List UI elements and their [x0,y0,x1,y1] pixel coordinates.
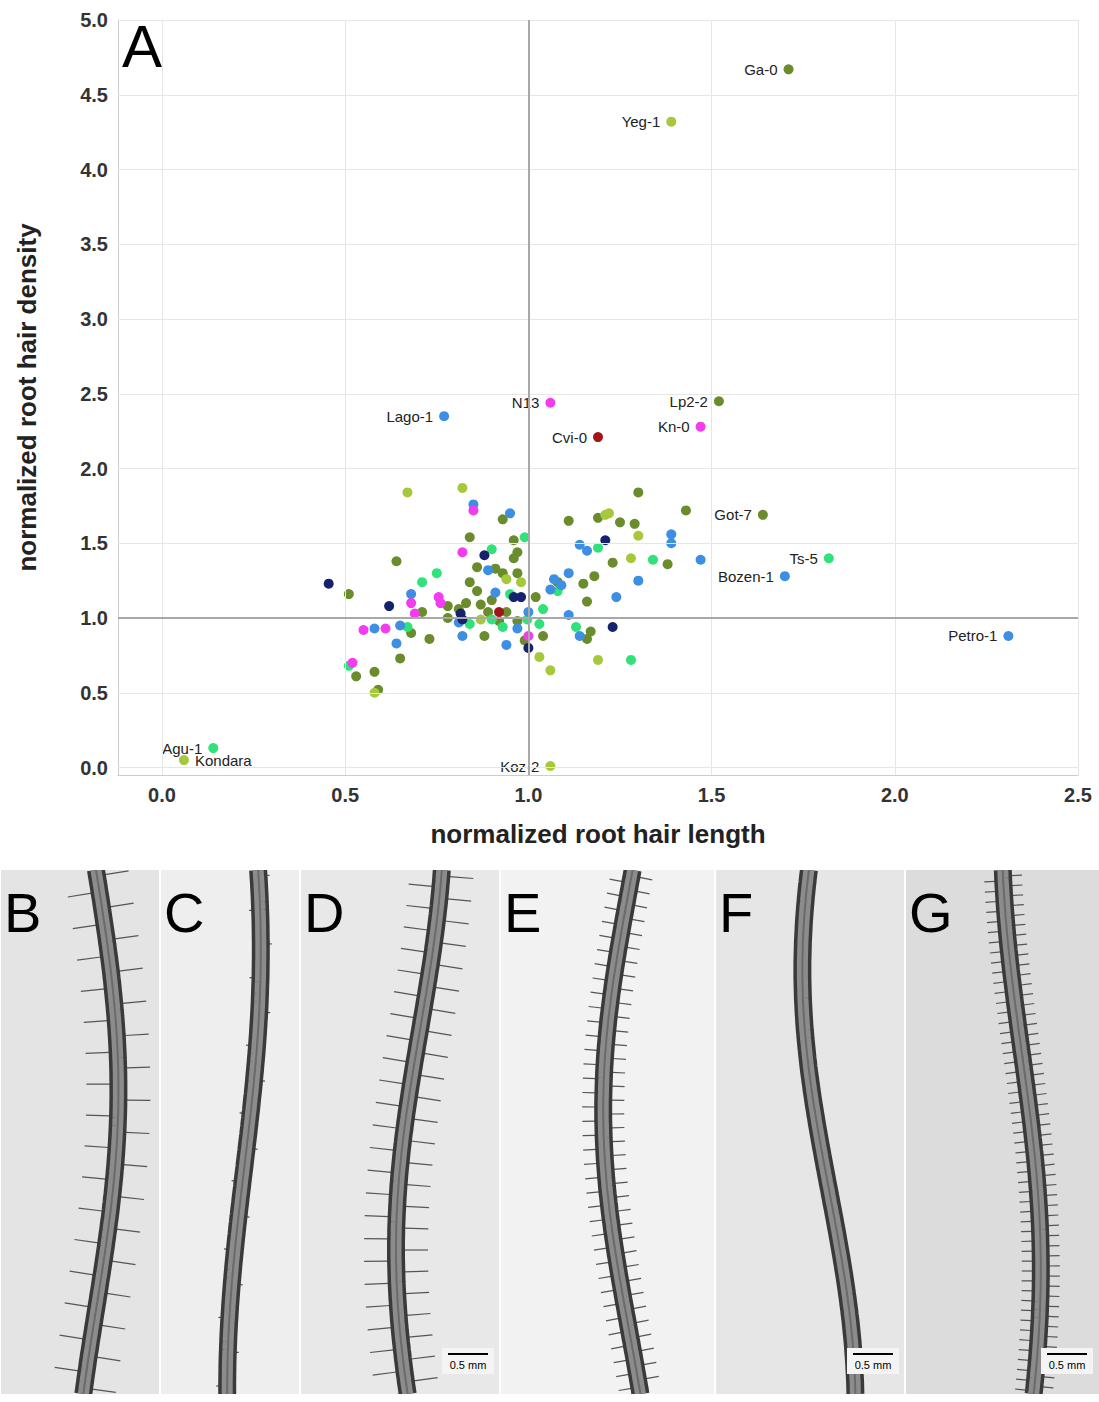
svg-text:0.5: 0.5 [331,784,359,806]
svg-text:5.0: 5.0 [80,9,108,31]
svg-text:Lago-1: Lago-1 [386,408,433,425]
svg-text:4.0: 4.0 [80,159,108,181]
svg-text:4.5: 4.5 [80,84,108,106]
svg-text:E: E [504,881,541,944]
svg-text:N13: N13 [512,394,540,411]
svg-text:Agu-1: Agu-1 [162,740,202,757]
svg-text:2.0: 2.0 [881,784,909,806]
svg-text:F: F [719,881,753,944]
svg-text:Yeg-1: Yeg-1 [622,113,661,130]
svg-text:2.0: 2.0 [80,458,108,480]
svg-text:0.5 mm: 0.5 mm [1049,1359,1086,1371]
svg-text:1.5: 1.5 [80,532,108,554]
svg-text:Petro-1: Petro-1 [948,627,997,644]
svg-text:0.0: 0.0 [148,784,176,806]
svg-text:Kn-0: Kn-0 [658,418,690,435]
svg-text:normalized root hair length: normalized root hair length [430,819,765,849]
svg-text:0.5: 0.5 [80,682,108,704]
svg-text:3.0: 3.0 [80,308,108,330]
svg-text:C: C [164,881,204,944]
svg-text:1.0: 1.0 [80,607,108,629]
svg-text:Ts-5: Ts-5 [789,550,817,567]
svg-text:2.5: 2.5 [80,383,108,405]
svg-text:Bozen-1: Bozen-1 [718,568,774,585]
svg-text:Ga-0: Ga-0 [744,61,777,78]
svg-text:A: A [122,13,162,80]
svg-text:Koz-2: Koz-2 [500,758,539,775]
svg-text:D: D [304,881,344,944]
svg-text:G: G [909,881,953,944]
svg-text:1.5: 1.5 [698,784,726,806]
svg-text:1.0: 1.0 [514,784,542,806]
svg-text:Kondara: Kondara [195,752,252,769]
svg-text:0.5 mm: 0.5 mm [450,1359,487,1371]
svg-text:Cvi-0: Cvi-0 [552,429,587,446]
svg-text:Lp2-2: Lp2-2 [670,393,708,410]
svg-text:B: B [4,881,41,944]
svg-text:0.5 mm: 0.5 mm [855,1359,892,1371]
svg-text:2.5: 2.5 [1064,784,1092,806]
svg-text:normalized root hair density: normalized root hair density [12,223,42,572]
svg-text:0.0: 0.0 [80,757,108,779]
svg-text:3.5: 3.5 [80,233,108,255]
svg-text:Got-7: Got-7 [714,506,752,523]
